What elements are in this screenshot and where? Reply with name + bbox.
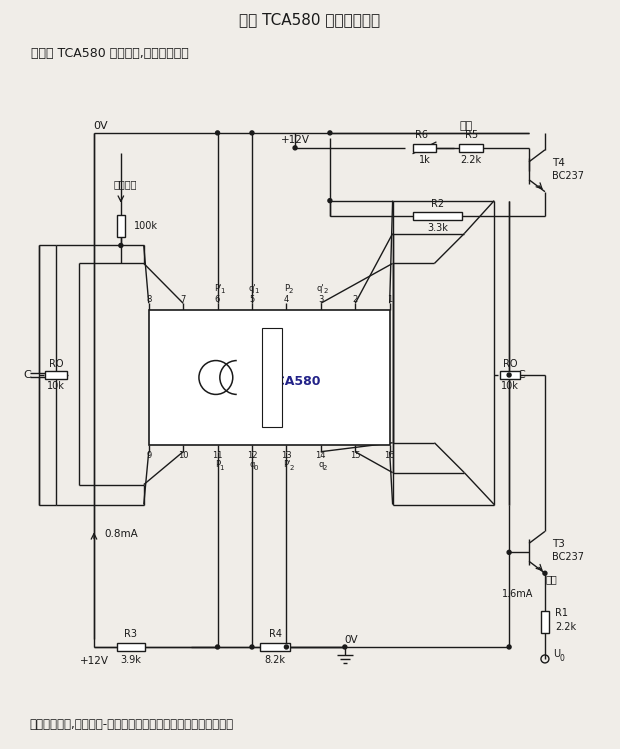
Circle shape [285, 645, 288, 649]
Text: +12V: +12V [79, 656, 108, 666]
Bar [500, 371, 520, 379]
Text: RO: RO [503, 359, 517, 369]
Text: 10: 10 [178, 451, 188, 460]
Text: 3.9k: 3.9k [120, 655, 141, 665]
Bar [149, 310, 389, 445]
Text: 2: 2 [322, 464, 327, 470]
Text: BC237: BC237 [552, 552, 584, 562]
Text: 1: 1 [255, 288, 259, 294]
Text: T3: T3 [552, 539, 565, 549]
Text: 输出: 输出 [545, 574, 557, 584]
Text: q: q [318, 460, 324, 469]
Text: C: C [517, 370, 525, 380]
Text: 为了用 TCA580 作振荡器,必须要外接电: 为了用 TCA580 作振荡器,必须要外接电 [31, 46, 189, 60]
Text: R3: R3 [124, 629, 137, 639]
Text: U: U [553, 649, 560, 659]
Text: P: P [284, 284, 289, 293]
Text: 0: 0 [254, 464, 258, 470]
Circle shape [293, 146, 297, 150]
Circle shape [507, 373, 511, 377]
Text: P': P' [214, 284, 221, 293]
Text: 0V: 0V [344, 635, 358, 645]
Text: P': P' [283, 460, 290, 469]
Text: 10k: 10k [501, 381, 519, 391]
Bar [412, 144, 436, 152]
Text: 1.6mA: 1.6mA [502, 589, 533, 599]
Text: 2: 2 [324, 288, 328, 294]
Bar [412, 212, 463, 219]
Text: 2: 2 [289, 464, 293, 470]
Text: 0: 0 [560, 655, 565, 664]
Text: 15: 15 [350, 451, 360, 460]
Bar [459, 144, 483, 152]
Text: R4: R4 [268, 629, 281, 639]
Text: +12V: +12V [281, 135, 309, 145]
Text: 0V: 0V [94, 121, 108, 131]
Text: 幅度: 幅度 [459, 121, 473, 131]
Text: 稳定电流: 稳定电流 [114, 179, 138, 189]
Circle shape [543, 571, 547, 575]
Text: 1: 1 [219, 464, 224, 470]
Circle shape [328, 131, 332, 135]
Text: 7: 7 [180, 295, 186, 304]
Bar [45, 371, 67, 379]
Bar [117, 215, 125, 237]
Bar [541, 611, 549, 633]
Text: 采用 TCA580 的低频振荡器: 采用 TCA580 的低频振荡器 [239, 12, 381, 27]
Text: 2.2k: 2.2k [461, 155, 482, 165]
Text: BC237: BC237 [552, 171, 584, 181]
Text: R6: R6 [415, 130, 428, 140]
Text: TCA580: TCA580 [268, 375, 322, 389]
Circle shape [507, 645, 511, 649]
Text: RO: RO [49, 359, 63, 369]
Text: 3: 3 [318, 295, 324, 304]
Bar [262, 328, 282, 427]
Text: 11: 11 [212, 451, 223, 460]
Text: 14: 14 [316, 451, 326, 460]
Text: R2: R2 [431, 198, 444, 209]
Text: C: C [24, 370, 31, 380]
Text: q': q' [317, 284, 325, 293]
Text: 2: 2 [353, 295, 358, 304]
Text: 16: 16 [384, 451, 395, 460]
Circle shape [250, 645, 254, 649]
Bar [117, 643, 144, 651]
Text: 1: 1 [220, 288, 225, 294]
Text: 8: 8 [146, 295, 151, 304]
Text: 100k: 100k [134, 220, 158, 231]
Circle shape [250, 131, 254, 135]
Text: R5: R5 [465, 130, 478, 140]
Text: q: q [249, 460, 255, 469]
Text: 2: 2 [288, 288, 293, 294]
Text: 路以补偿衰减,使回转器-振荡回路的品质因数变得无限大或负值。: 路以补偿衰减,使回转器-振荡回路的品质因数变得无限大或负值。 [29, 718, 233, 731]
Text: 13: 13 [281, 451, 291, 460]
Text: 10k: 10k [47, 381, 65, 391]
Text: 0.8mA: 0.8mA [104, 530, 138, 539]
Text: 1: 1 [387, 295, 392, 304]
Text: q': q' [248, 284, 256, 293]
Text: 12: 12 [247, 451, 257, 460]
Text: 9: 9 [146, 451, 151, 460]
Text: 2.2k: 2.2k [555, 622, 576, 632]
Text: T4: T4 [552, 158, 565, 168]
Circle shape [343, 645, 347, 649]
Bar [260, 643, 290, 651]
Circle shape [216, 645, 219, 649]
Circle shape [507, 551, 511, 554]
Text: 4: 4 [284, 295, 289, 304]
Text: 3.3k: 3.3k [427, 222, 448, 232]
Circle shape [328, 198, 332, 203]
Text: R1: R1 [555, 608, 568, 618]
Circle shape [216, 131, 219, 135]
Circle shape [119, 243, 123, 247]
Text: 6: 6 [215, 295, 220, 304]
Text: 8.2k: 8.2k [265, 655, 286, 665]
Text: 1k: 1k [418, 155, 430, 165]
Text: 5: 5 [249, 295, 255, 304]
Text: P: P [215, 460, 220, 469]
